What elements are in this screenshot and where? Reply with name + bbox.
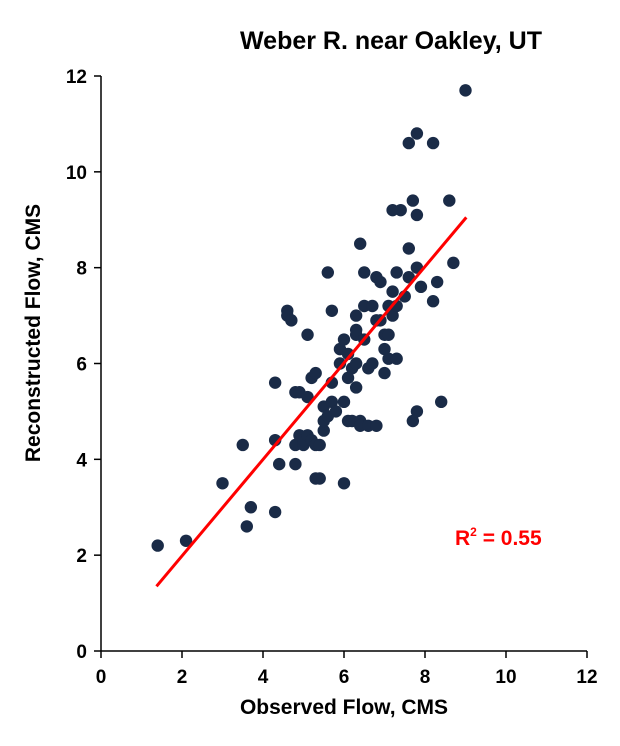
data-point — [349, 323, 363, 337]
data-point — [179, 534, 193, 547]
data-point — [386, 309, 399, 322]
data-point — [268, 376, 282, 389]
data-point — [406, 194, 420, 207]
data-point — [289, 457, 302, 471]
data-point — [374, 275, 387, 289]
data-point — [313, 472, 326, 485]
x-tick-label: 2 — [177, 667, 188, 688]
y-tick-label: 6 — [76, 355, 87, 376]
y-axis-label: Reconstructed Flow, CMS — [22, 204, 45, 462]
y-tick-label: 2 — [76, 546, 87, 567]
data-point — [216, 477, 229, 490]
data-point — [313, 438, 326, 452]
data-point — [349, 357, 363, 370]
data-points — [151, 84, 472, 552]
data-point — [402, 136, 415, 150]
y-tick-label: 10 — [66, 163, 87, 184]
data-point — [329, 405, 343, 418]
data-point — [443, 194, 456, 207]
axis-ticks: 0 2 4 6 8 10 12 0 2 4 6 8 10 12 — [66, 67, 598, 688]
data-point — [285, 314, 298, 327]
data-point — [244, 501, 258, 514]
data-point — [406, 414, 420, 428]
data-point — [309, 366, 322, 380]
data-point — [273, 457, 286, 471]
data-point — [317, 424, 330, 437]
data-point — [321, 266, 334, 279]
data-point — [414, 280, 428, 294]
r-squared-base: R — [455, 527, 470, 550]
x-tick-label: 4 — [258, 667, 269, 688]
data-point — [410, 405, 424, 418]
data-point — [386, 285, 399, 298]
x-axis-label: Observed Flow, CMS — [240, 696, 448, 719]
x-tick-label: 12 — [576, 667, 597, 688]
r-squared-annotation: R2 = 0.55 — [455, 525, 542, 550]
data-point — [301, 390, 314, 404]
data-point — [151, 539, 164, 552]
data-point — [337, 395, 351, 409]
data-point — [378, 366, 391, 380]
plot-area: 0 2 4 6 8 10 12 0 2 4 6 8 10 12 — [66, 67, 598, 688]
data-point — [426, 136, 440, 150]
y-tick-label: 0 — [76, 642, 87, 663]
data-point — [337, 477, 351, 490]
data-point — [301, 328, 314, 341]
data-point — [390, 266, 403, 279]
data-point — [337, 333, 351, 346]
x-tick-label: 6 — [339, 667, 350, 688]
data-point — [366, 299, 379, 313]
y-tick-label: 12 — [66, 67, 87, 88]
data-point — [459, 84, 472, 97]
data-point — [268, 505, 282, 519]
data-point — [358, 266, 371, 279]
r-squared-value: = 0.55 — [477, 527, 542, 550]
data-point — [402, 242, 415, 255]
data-point — [354, 237, 367, 250]
y-tick-label: 4 — [76, 450, 87, 471]
data-point — [240, 520, 253, 533]
data-point — [410, 208, 424, 222]
data-point — [370, 419, 383, 432]
data-point — [382, 328, 395, 341]
data-point — [341, 347, 355, 361]
data-point — [236, 438, 249, 452]
trend-line — [155, 216, 468, 588]
data-point — [435, 395, 448, 409]
x-tick-label: 10 — [495, 667, 516, 688]
data-point — [426, 295, 440, 308]
data-point — [333, 357, 347, 370]
data-point — [430, 275, 444, 289]
data-point — [349, 309, 363, 322]
chart-title: Weber R. near Oakley, UT — [240, 27, 542, 55]
data-point — [366, 357, 379, 370]
data-point — [341, 371, 355, 385]
data-point — [410, 127, 424, 140]
r-squared-superscript: 2 — [470, 525, 477, 539]
x-tick-label: 8 — [420, 667, 431, 688]
y-tick-label: 8 — [76, 259, 87, 280]
data-point — [390, 352, 403, 365]
data-point — [378, 342, 391, 356]
data-point — [325, 304, 339, 317]
data-point — [447, 256, 460, 270]
data-point — [325, 395, 339, 409]
x-tick-label: 0 — [96, 667, 107, 688]
data-point — [349, 381, 363, 394]
data-point — [394, 203, 407, 217]
